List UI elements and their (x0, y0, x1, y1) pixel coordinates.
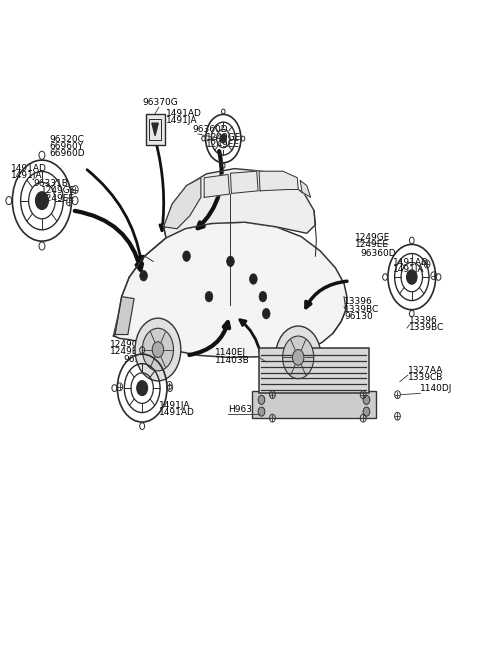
Circle shape (263, 308, 270, 319)
Bar (252, 391, 376, 418)
Text: 1249GE: 1249GE (41, 186, 76, 195)
Circle shape (407, 270, 417, 284)
Polygon shape (114, 222, 347, 358)
Circle shape (292, 350, 304, 365)
Polygon shape (164, 169, 315, 238)
Polygon shape (230, 171, 258, 194)
Text: 1249EE: 1249EE (41, 194, 75, 203)
Text: 96320C: 96320C (49, 134, 84, 144)
Text: 1140EJ: 1140EJ (215, 348, 246, 358)
Circle shape (258, 407, 265, 416)
Circle shape (283, 336, 314, 379)
Text: 1249EE: 1249EE (110, 347, 144, 356)
Circle shape (258, 396, 265, 405)
Text: 1339CB: 1339CB (408, 373, 444, 382)
Circle shape (135, 318, 181, 381)
Polygon shape (204, 174, 229, 197)
Text: 1491AD: 1491AD (159, 408, 195, 417)
Text: 1491AD: 1491AD (11, 164, 47, 173)
Text: 1491AD: 1491AD (393, 258, 429, 266)
Text: 96360D: 96360D (360, 249, 396, 258)
Circle shape (205, 291, 213, 302)
Circle shape (259, 291, 267, 302)
Text: 1249EE: 1249EE (205, 140, 240, 149)
Text: 1491JA: 1491JA (393, 266, 424, 274)
Polygon shape (115, 297, 134, 335)
Circle shape (152, 342, 164, 358)
Circle shape (36, 192, 48, 209)
Text: 96370G: 96370G (142, 98, 178, 107)
Text: 96130: 96130 (344, 312, 373, 321)
Text: 1491JA: 1491JA (166, 116, 198, 125)
Circle shape (363, 396, 370, 405)
Polygon shape (300, 180, 311, 197)
Text: 1491JA: 1491JA (11, 171, 42, 180)
Text: 66960D: 66960D (49, 149, 85, 158)
Text: 1491AD: 1491AD (166, 109, 202, 117)
Circle shape (183, 251, 191, 261)
Circle shape (143, 328, 173, 371)
Circle shape (220, 134, 227, 143)
Text: 1491JA: 1491JA (159, 401, 191, 409)
Text: H96390: H96390 (228, 405, 264, 414)
Text: 1249GE: 1249GE (205, 133, 241, 142)
Text: 1339BC: 1339BC (344, 304, 379, 314)
Text: 13396: 13396 (344, 297, 373, 306)
Bar (145, 113, 165, 145)
Text: 1339BC: 1339BC (409, 323, 444, 332)
Text: 1327AA: 1327AA (408, 366, 444, 375)
Text: 13396: 13396 (409, 316, 438, 325)
Bar (149, 119, 161, 140)
Circle shape (250, 274, 257, 284)
Text: 66960Y: 66960Y (49, 142, 83, 151)
Text: 96331B: 96331B (34, 179, 69, 188)
Text: 1249GE: 1249GE (355, 233, 390, 242)
Polygon shape (259, 171, 298, 191)
Circle shape (137, 380, 148, 396)
Text: 96331B: 96331B (123, 355, 158, 364)
Bar (259, 348, 369, 394)
Text: 96360D: 96360D (192, 125, 228, 134)
Polygon shape (152, 123, 158, 136)
Text: 11403B: 11403B (215, 356, 250, 365)
Circle shape (276, 326, 321, 389)
Text: 1249EE: 1249EE (355, 240, 388, 249)
Circle shape (227, 256, 234, 266)
Text: 1140DJ: 1140DJ (420, 384, 453, 394)
Polygon shape (164, 178, 201, 229)
Text: 1249GE: 1249GE (110, 340, 145, 349)
Circle shape (363, 407, 370, 416)
Circle shape (140, 270, 147, 281)
